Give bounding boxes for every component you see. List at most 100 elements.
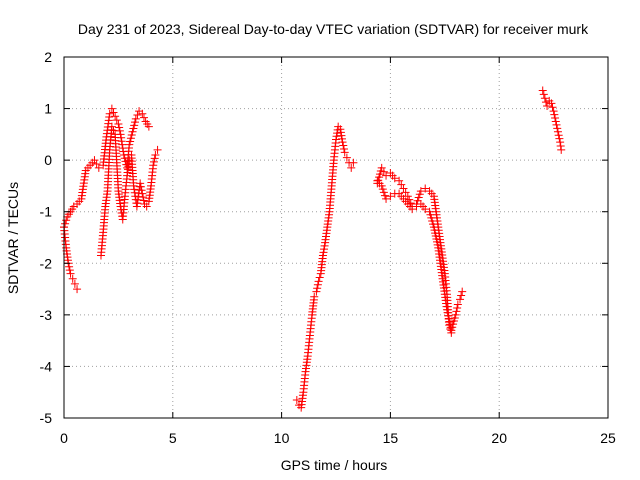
y-tick-label: -2 (40, 255, 53, 271)
data-point (414, 193, 423, 202)
data-point (136, 182, 145, 191)
data-point (153, 145, 162, 154)
data-point (555, 134, 564, 143)
data-point (92, 160, 101, 169)
data-point (336, 128, 345, 137)
data-point (549, 107, 558, 116)
chart-title: Day 231 of 2023, Sidereal Day-to-day VTE… (78, 21, 589, 37)
data-point (139, 193, 148, 202)
data-point (553, 127, 562, 136)
data-point (552, 120, 561, 129)
data-point (553, 124, 562, 133)
grid-lines (64, 57, 608, 418)
series-segment-7 (538, 86, 566, 154)
series-segment-4 (292, 122, 358, 412)
x-tick-label: 0 (60, 430, 68, 446)
data-point (382, 194, 391, 203)
data-point (380, 191, 389, 200)
data-point (151, 150, 160, 159)
y-tick-label: -5 (40, 410, 53, 426)
series-segment-1 (60, 223, 82, 294)
data-point (319, 248, 328, 257)
data-point (551, 114, 560, 123)
data-point (540, 94, 549, 103)
series-segment-6 (373, 176, 467, 335)
data-point (453, 300, 462, 309)
data-point (347, 163, 356, 172)
data-point (127, 131, 136, 140)
data-point (318, 251, 327, 260)
x-tick-label: 25 (600, 430, 616, 446)
data-point (65, 266, 74, 275)
data-point (68, 274, 77, 283)
data-point (114, 120, 123, 129)
data-point (453, 303, 462, 312)
series-segment-5 (373, 163, 456, 337)
data-point (541, 98, 550, 107)
data-point (66, 269, 75, 278)
data-point (339, 141, 348, 150)
data-point (149, 157, 158, 166)
data-point (456, 295, 465, 304)
x-tick-label: 15 (383, 430, 399, 446)
y-tick-label: -1 (40, 204, 53, 220)
data-point (538, 86, 547, 95)
data-point (133, 111, 142, 120)
data-point (149, 161, 158, 170)
data-point (73, 285, 82, 294)
data-point (320, 245, 329, 254)
data-point (386, 192, 395, 201)
plot-frame (63, 56, 609, 419)
data-point (550, 110, 559, 119)
data-point (142, 202, 151, 211)
data-point (332, 132, 341, 141)
data-point (452, 307, 461, 316)
data-point (551, 117, 560, 126)
data-point (129, 181, 138, 190)
data-point (556, 141, 565, 150)
data-point (332, 135, 340, 144)
data-point (377, 181, 386, 190)
data-point (126, 137, 135, 146)
data-point (61, 219, 70, 228)
data-point (150, 154, 159, 163)
data-point (339, 144, 348, 153)
series-segment-3 (96, 122, 162, 260)
data-point (337, 131, 346, 140)
data-point (130, 118, 139, 127)
data-point (109, 108, 118, 117)
data-point (130, 121, 139, 130)
data-point (109, 126, 118, 135)
data-point (379, 188, 388, 197)
data-point (378, 185, 387, 194)
data-point (118, 140, 127, 149)
data-point (112, 116, 121, 125)
data-point (115, 123, 124, 132)
data-point (131, 114, 140, 123)
data-point (315, 273, 324, 282)
axis-ticks (63, 56, 609, 419)
data-point (137, 186, 146, 195)
data-point (336, 125, 345, 134)
data-point (421, 205, 430, 214)
data-point (416, 187, 425, 196)
data-point (457, 291, 466, 300)
x-tick-label: 20 (491, 430, 507, 446)
data-point (105, 109, 114, 118)
data-point (554, 131, 563, 140)
data-point (312, 287, 321, 296)
data-point (547, 99, 556, 108)
data-point (451, 310, 460, 319)
data-point (138, 189, 147, 198)
x-axis-label: GPS time / hours (281, 457, 388, 473)
data-point (136, 179, 145, 188)
data-point (107, 122, 116, 131)
data-point (333, 129, 342, 138)
data-point (129, 124, 138, 133)
data-point (413, 196, 422, 205)
data-point (539, 90, 548, 99)
data-point (556, 138, 565, 147)
data-point (399, 184, 408, 193)
data-point (313, 284, 322, 293)
